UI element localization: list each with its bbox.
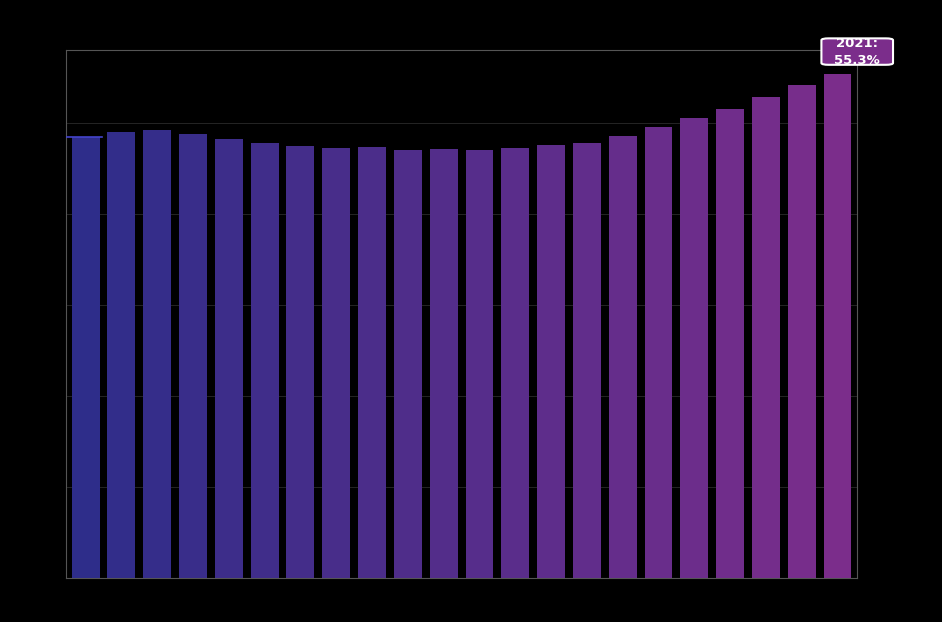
Bar — [72, 137, 100, 578]
Bar — [107, 132, 136, 578]
Bar — [322, 148, 350, 578]
Bar — [358, 147, 386, 578]
Bar — [465, 150, 494, 578]
Bar — [644, 128, 673, 578]
Bar — [537, 146, 565, 578]
Bar — [609, 136, 637, 578]
Bar — [430, 149, 458, 578]
Bar — [143, 130, 171, 578]
Bar — [752, 97, 780, 578]
Bar — [251, 142, 279, 578]
Bar — [501, 148, 529, 578]
Bar — [788, 85, 816, 578]
Bar — [286, 146, 315, 578]
Bar — [680, 118, 708, 578]
Bar — [215, 139, 243, 578]
FancyBboxPatch shape — [821, 39, 893, 65]
Bar — [179, 134, 207, 578]
Bar — [823, 75, 852, 578]
Bar — [394, 150, 422, 578]
Text: 2021:
55.3%: 2021: 55.3% — [835, 37, 880, 67]
Bar — [716, 109, 744, 578]
Bar — [573, 142, 601, 578]
